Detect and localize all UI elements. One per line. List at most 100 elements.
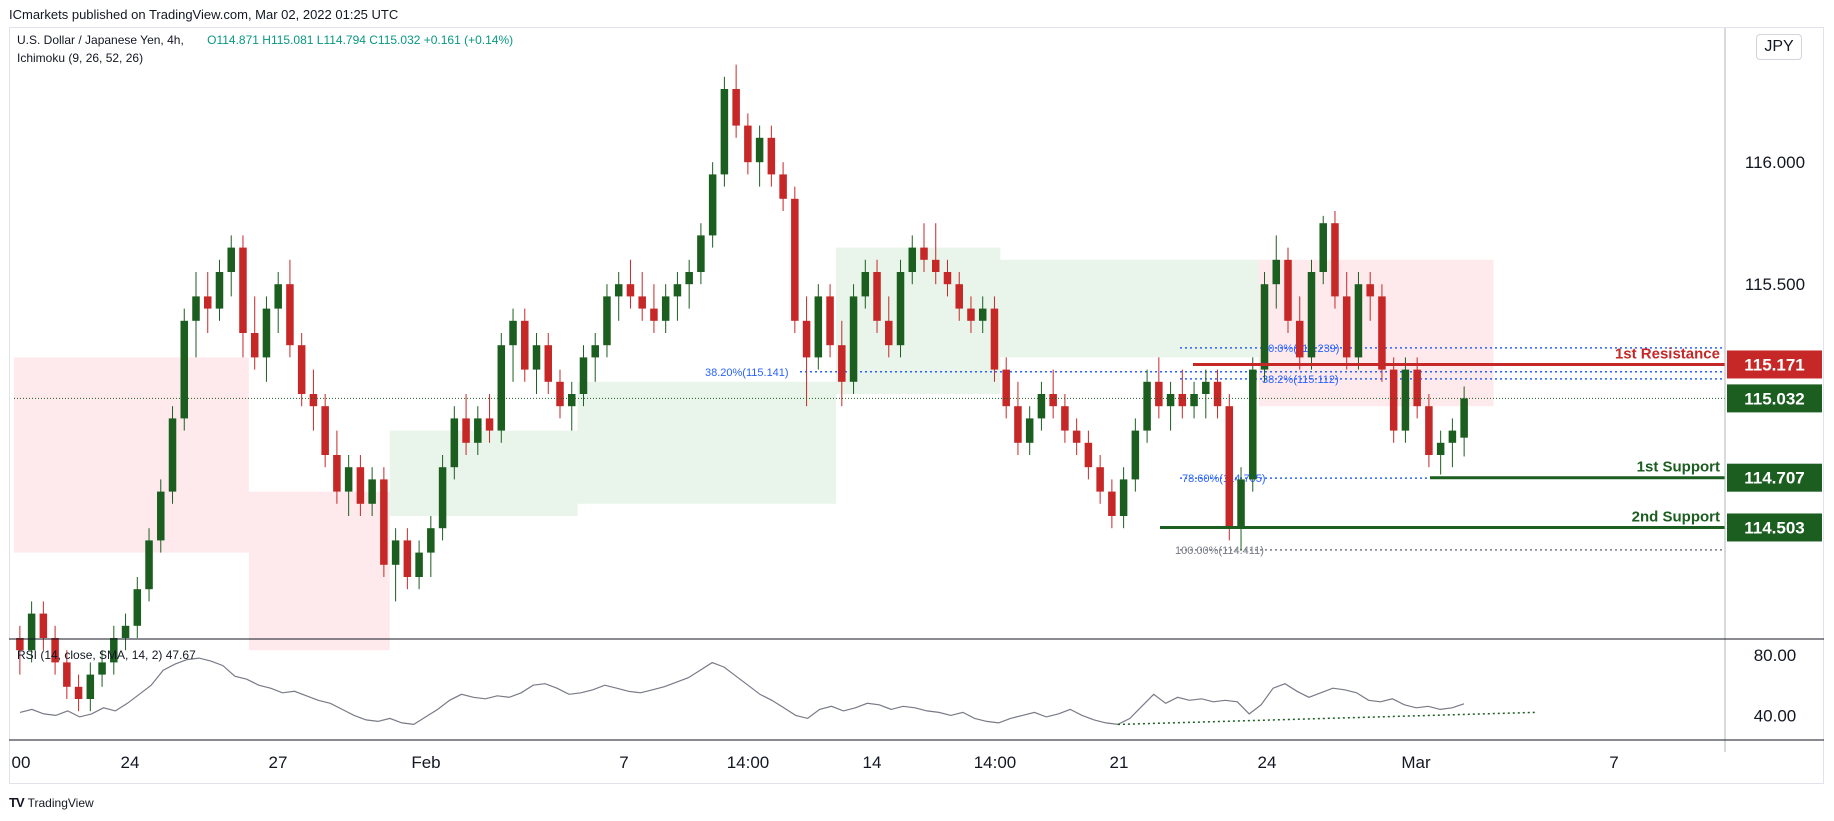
candle-body (873, 272, 881, 321)
candle-64 (767, 125, 776, 187)
candle-16 (203, 272, 212, 333)
candlesticks (16, 64, 1468, 712)
candle-body (1413, 369, 1421, 407)
candle-25 (309, 369, 318, 431)
candle-body (978, 308, 987, 321)
candle-57 (685, 259, 693, 309)
candle-body (814, 296, 823, 358)
candle-93 (1108, 479, 1116, 529)
candle-body (497, 345, 506, 431)
candle-122 (1448, 418, 1457, 468)
candle-body (180, 320, 189, 419)
candle-27 (333, 430, 341, 504)
candle-body (1131, 430, 1140, 480)
candle-66 (791, 186, 799, 333)
candle-body (603, 296, 611, 346)
candle-body (673, 284, 682, 297)
candle-body (1448, 430, 1457, 443)
x-tick-1: 24 (121, 753, 140, 772)
y-tick-1: 115.500 (1745, 275, 1805, 294)
candle-54 (650, 284, 658, 333)
candle-body (485, 418, 494, 431)
candle-82 (978, 296, 987, 333)
rsi-y-tick-0: 80.00 (1754, 646, 1797, 665)
candle-90 (1072, 418, 1081, 455)
candle-72 (861, 259, 870, 309)
candle-body (344, 467, 353, 492)
candle-body (791, 198, 799, 321)
price-badge-text-1: 115.032 (1744, 389, 1805, 408)
price-levels: 1st Resistance 115.171 115.032 1st Support 1… (14, 345, 1822, 542)
candle-body (990, 308, 999, 370)
price-badge-text-0: 115.171 (1744, 355, 1805, 374)
candle-body (509, 320, 517, 346)
candle-body (250, 333, 259, 358)
candle-44 (532, 333, 541, 394)
candle-31 (380, 467, 388, 577)
x-tick-0: 00 (12, 753, 31, 772)
candle-body (1272, 259, 1281, 285)
candle-33 (403, 528, 412, 590)
candle-body (121, 625, 130, 638)
candle-10 (133, 577, 142, 638)
candle-120 (1425, 394, 1433, 468)
candle-body (450, 418, 459, 468)
candle-0 (16, 625, 24, 675)
x-tick-9: 24 (1258, 753, 1277, 772)
candle-body (1061, 406, 1069, 431)
candle-body (532, 345, 541, 370)
candle-74 (885, 296, 893, 358)
legend-ohlc: O114.871 H115.081 L114.794 C115.032 +0.1… (207, 33, 514, 47)
candle-5 (74, 674, 83, 712)
candle-111 (1319, 215, 1327, 285)
candle-29 (356, 455, 365, 516)
candle-body (1401, 369, 1410, 431)
candle-56 (673, 272, 682, 321)
candle-body (955, 284, 963, 309)
candle-50 (603, 284, 611, 358)
candle-39 (474, 406, 482, 455)
candle-59 (708, 162, 717, 248)
candle-9 (121, 613, 130, 651)
candle-body (356, 467, 365, 504)
candle-body (145, 540, 153, 590)
rsi-line (19, 657, 1465, 726)
candle-108 (1284, 247, 1292, 333)
rsi-label: RSI (14, close, SMA, 14, 2) 47.67 (17, 648, 196, 662)
candle-body (650, 308, 658, 321)
candle-117 (1389, 357, 1398, 443)
candle-body (215, 272, 224, 309)
candle-body (227, 247, 235, 272)
candle-body (1096, 467, 1104, 492)
candle-63 (755, 125, 764, 187)
x-tick-8: 21 (1110, 753, 1129, 772)
candle-body (826, 296, 834, 346)
candle-6 (86, 662, 95, 712)
candle-81 (967, 296, 975, 333)
candle-body (168, 418, 177, 492)
candle-46 (556, 369, 564, 419)
candle-body (16, 638, 24, 651)
candle-body (1213, 381, 1222, 407)
candle-97 (1155, 357, 1163, 419)
candle-body (51, 638, 59, 663)
candle-18 (227, 235, 235, 297)
candle-69 (826, 284, 834, 358)
candle-112 (1331, 211, 1339, 309)
candle-34 (415, 540, 423, 590)
x-tick-5: 14:00 (727, 753, 770, 772)
candle-38 (462, 394, 470, 455)
ichimoku-cloud (14, 247, 1494, 651)
candle-78 (931, 223, 940, 285)
price-badge-3 (1727, 513, 1822, 542)
candle-68 (814, 284, 823, 370)
candle-73 (873, 259, 881, 333)
candle-body (567, 394, 576, 407)
candle-113 (1342, 272, 1351, 370)
candle-body (27, 613, 36, 651)
candle-body (274, 284, 282, 309)
currency-button[interactable]: JPY (1756, 34, 1802, 60)
candle-body (896, 272, 905, 346)
candle-body (1331, 223, 1339, 297)
